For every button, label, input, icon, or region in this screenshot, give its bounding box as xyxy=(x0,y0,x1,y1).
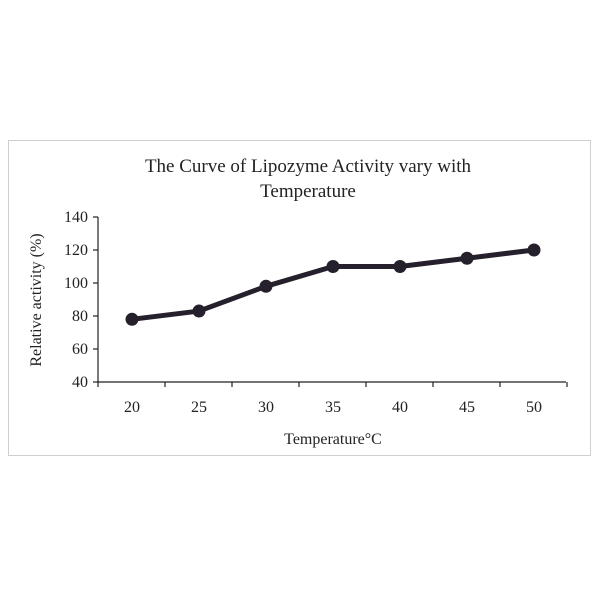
data-point xyxy=(259,279,273,293)
y-tick-label: 40 xyxy=(72,374,88,391)
y-ticks: 40 60 80 100 120 140 xyxy=(64,209,98,391)
chart-frame xyxy=(8,140,591,456)
y-axis-label: Relative activity (%) xyxy=(28,233,45,366)
data-point xyxy=(527,243,541,257)
x-tick-label: 30 xyxy=(258,399,274,416)
data-points xyxy=(125,243,541,326)
x-ticks: 20 25 30 35 40 45 50 xyxy=(97,382,568,416)
data-point xyxy=(192,304,206,318)
y-tick-label: 80 xyxy=(72,308,88,325)
data-point xyxy=(393,260,407,273)
y-tick-label: 100 xyxy=(64,275,88,292)
x-tick-label: 40 xyxy=(392,399,408,416)
x-tick-label: 45 xyxy=(459,399,475,416)
data-point xyxy=(460,251,474,265)
data-point xyxy=(125,312,139,326)
y-tick-label: 140 xyxy=(64,209,88,226)
chart-title-line-1: The Curve of Lipozyme Activity vary with xyxy=(145,156,472,177)
chart-title-line-2: Temperature xyxy=(260,181,356,202)
x-tick-label: 50 xyxy=(526,399,542,416)
x-axis-label: Temperature°C xyxy=(284,431,382,448)
x-tick-label: 20 xyxy=(124,399,140,416)
x-tick-label: 25 xyxy=(191,399,207,416)
data-point xyxy=(326,260,340,273)
y-tick-label: 60 xyxy=(72,341,88,358)
y-tick-label: 120 xyxy=(64,242,88,259)
x-tick-label: 35 xyxy=(325,399,341,416)
